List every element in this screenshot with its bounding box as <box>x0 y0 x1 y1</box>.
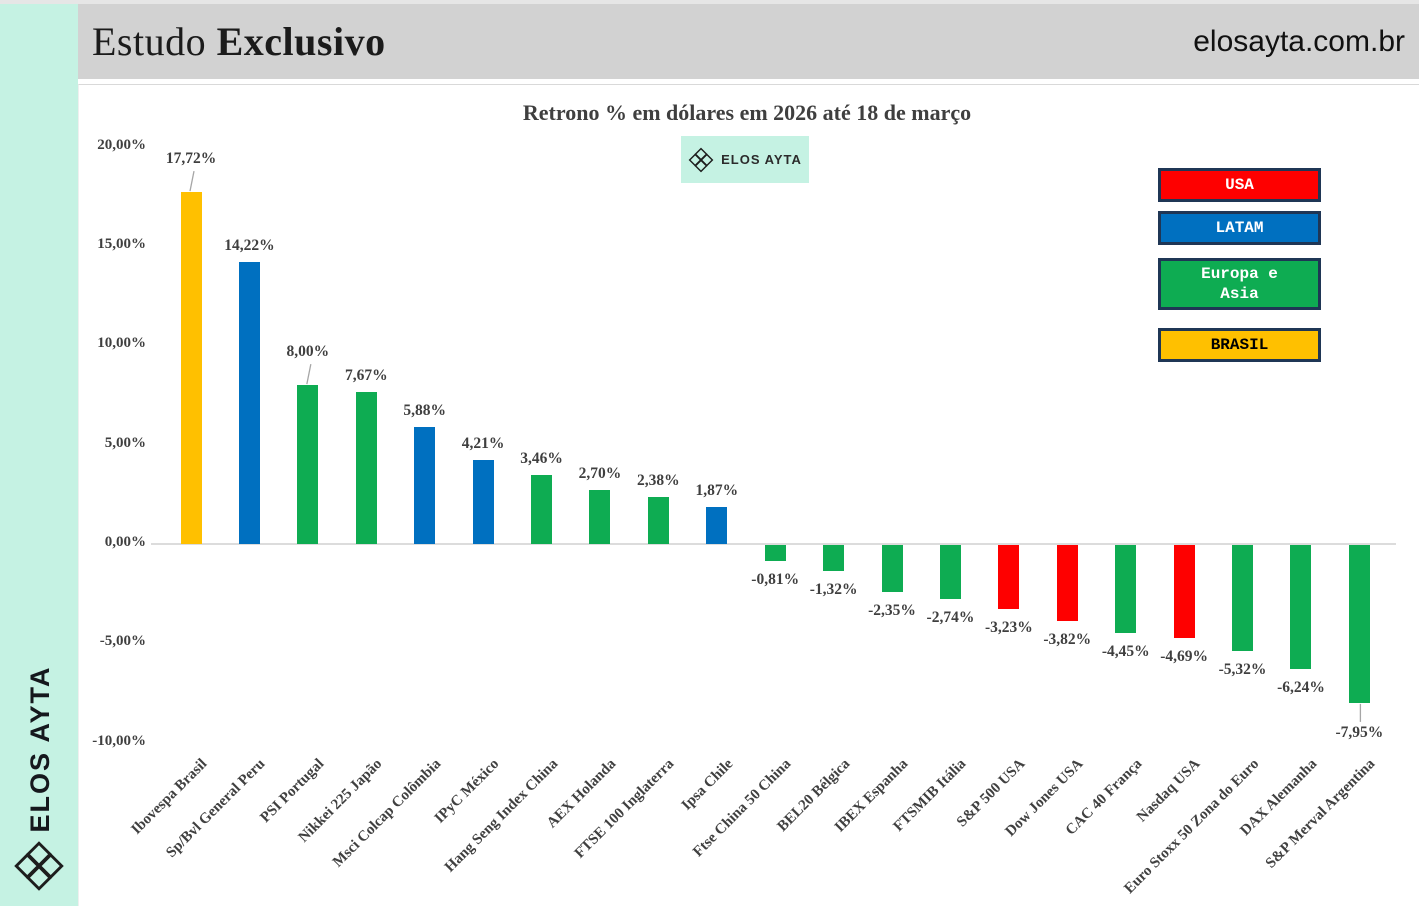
legend-item-label: Europa e <box>1201 265 1278 283</box>
leader-line <box>306 363 312 385</box>
y-axis-tick: 10,00% <box>97 335 146 352</box>
bar <box>355 391 377 544</box>
page-title-regular: Estudo <box>92 19 207 64</box>
bar <box>881 545 903 592</box>
bar-value-label: 5,88% <box>403 402 446 420</box>
brand-sidebar: ELOS AYTA <box>0 4 78 906</box>
page-title: Estudo Exclusivo <box>78 18 386 65</box>
bar <box>998 545 1020 610</box>
bar <box>647 496 669 544</box>
sidebar-brand-text: ELOS AYTA <box>25 665 55 833</box>
y-axis-tick: -10,00% <box>92 732 146 749</box>
bar-value-label: 2,70% <box>578 465 622 483</box>
legend-item-label: BRASIL <box>1210 336 1269 354</box>
legend-item-label: USA <box>1225 176 1254 194</box>
bar <box>297 385 319 544</box>
bar-value-label: 17,72% <box>165 150 217 168</box>
bar-value-label: -4,69% <box>1160 648 1209 666</box>
zero-baseline <box>151 543 1396 545</box>
legend-item-label: Asia <box>1220 285 1259 303</box>
bar-value-label: -0,81% <box>751 571 800 589</box>
bar <box>706 506 728 544</box>
bar-value-label: -4,45% <box>1101 643 1150 661</box>
legend-item: LATAM <box>1158 211 1321 245</box>
top-edge-strip <box>0 0 1419 4</box>
legend-item: BRASIL <box>1158 328 1321 362</box>
brand-badge-label: ELOS AYTA <box>721 152 802 167</box>
leader-line <box>189 170 195 192</box>
bar-value-label: -2,35% <box>868 601 916 619</box>
bar <box>589 490 611 544</box>
bar-value-label: -5,32% <box>1218 660 1267 678</box>
bar-value-label: -3,82% <box>1043 630 1092 648</box>
bar-value-label: 7,67% <box>344 366 388 384</box>
bar-value-label: 8,00% <box>286 343 330 361</box>
bar-value-label: 14,22% <box>224 236 275 254</box>
bar <box>414 427 436 544</box>
bar <box>1173 545 1195 639</box>
page-title-bold: Exclusivo <box>216 19 386 64</box>
legend-item: USA <box>1158 168 1321 202</box>
bar-value-label: -7,95% <box>1335 723 1384 741</box>
bar-value-label: 4,21% <box>461 435 505 453</box>
chart-title: Retrono % em dólares em 2026 até 18 de m… <box>522 100 972 125</box>
bar <box>1115 545 1137 634</box>
y-axis-tick: 5,00% <box>104 434 146 451</box>
brand-badge: ELOS AYTA <box>681 136 809 183</box>
bar <box>1290 545 1312 669</box>
bar <box>823 545 845 572</box>
lattice-logo-icon <box>688 147 714 173</box>
bar-value-label: -3,23% <box>984 619 1033 637</box>
bar <box>1232 545 1254 651</box>
bar <box>180 192 202 544</box>
bar <box>939 545 961 600</box>
bar <box>238 261 260 544</box>
y-axis-tick: 20,00% <box>97 136 146 153</box>
lattice-logo-icon <box>13 840 65 892</box>
bar <box>472 460 494 544</box>
bar <box>1348 545 1370 703</box>
bar <box>764 545 786 562</box>
y-axis-tick: 0,00% <box>104 534 146 550</box>
legend-item: Europa e Asia <box>1158 258 1321 310</box>
y-axis-tick: 15,00% <box>97 236 146 253</box>
bar-value-label: 3,46% <box>520 450 563 468</box>
bar-value-label: -1,32% <box>809 581 858 599</box>
website-url: elosayta.com.br <box>1193 24 1405 58</box>
bar-value-label: 1,87% <box>695 481 739 499</box>
bar-value-label: 2,38% <box>637 471 680 489</box>
bar <box>1056 545 1078 621</box>
bar-value-label: -2,74% <box>926 609 975 627</box>
bar <box>531 475 553 544</box>
header-bar: Estudo Exclusivo elosayta.com.br <box>78 4 1419 79</box>
chart-panel: Retrono % em dólares em 2026 até 18 de m… <box>78 84 1419 906</box>
legend-item-label: LATAM <box>1215 219 1264 237</box>
y-axis-tick: -5,00% <box>99 633 146 650</box>
bar-value-label: -6,24% <box>1277 678 1325 696</box>
